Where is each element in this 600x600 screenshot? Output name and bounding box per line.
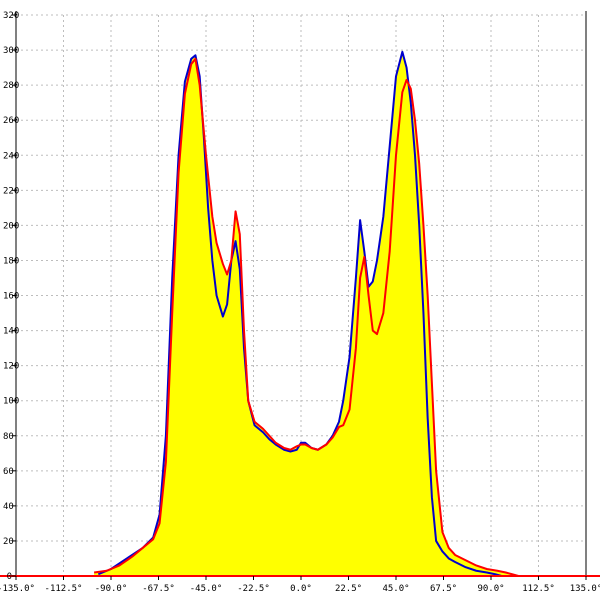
tick-labels: 20 40 60 80 100 120 140 160 180 200 220 240 260 280 30… <box>0 11 600 594</box>
series-line-red <box>93 57 519 577</box>
x-tick-label: 45.0° <box>382 584 409 594</box>
y-tick-label: 100 <box>3 397 19 407</box>
x-tick-label: -22.5° <box>237 584 270 594</box>
x-tick-label: 135.0° <box>570 584 600 594</box>
x-tick-label: 112.5° <box>522 584 555 594</box>
axes <box>0 11 600 580</box>
x-tick-label: -90.0° <box>95 584 128 594</box>
y-tick-label: 120 <box>3 362 19 372</box>
x-tick-label: -112.5° <box>45 584 83 594</box>
y-tick-label: 220 <box>3 186 19 196</box>
y-tick-label: 260 <box>3 116 19 126</box>
x-tick-label: 0.0° <box>290 584 312 594</box>
y-tick-label: 280 <box>3 81 19 91</box>
y-tick-label: 160 <box>3 292 19 302</box>
x-tick-label: 22.5° <box>335 584 362 594</box>
y-tick-label: 320 <box>3 11 19 21</box>
series-layer <box>93 50 519 577</box>
y-tick-label: 140 <box>3 327 19 337</box>
y-tick-label: 180 <box>3 256 19 266</box>
y-tick-label: 0 <box>7 572 12 582</box>
x-tick-label: -45.0° <box>190 584 223 594</box>
y-tick-label: 240 <box>3 151 19 161</box>
area-fill <box>94 51 519 576</box>
x-tick-label: 90.0° <box>477 584 504 594</box>
y-tick-label: 60 <box>3 467 14 477</box>
y-tick-label: 200 <box>3 221 19 231</box>
y-tick-label: 20 <box>3 537 14 547</box>
x-tick-label: 67.5° <box>430 584 457 594</box>
y-tick-label: 80 <box>3 432 14 442</box>
y-tick-label: 40 <box>3 502 14 512</box>
area-fill-layer <box>94 51 519 576</box>
x-tick-label: -67.5° <box>142 584 175 594</box>
x-tick-label: -135.0° <box>0 584 35 594</box>
y-tick-label: 300 <box>3 46 19 56</box>
